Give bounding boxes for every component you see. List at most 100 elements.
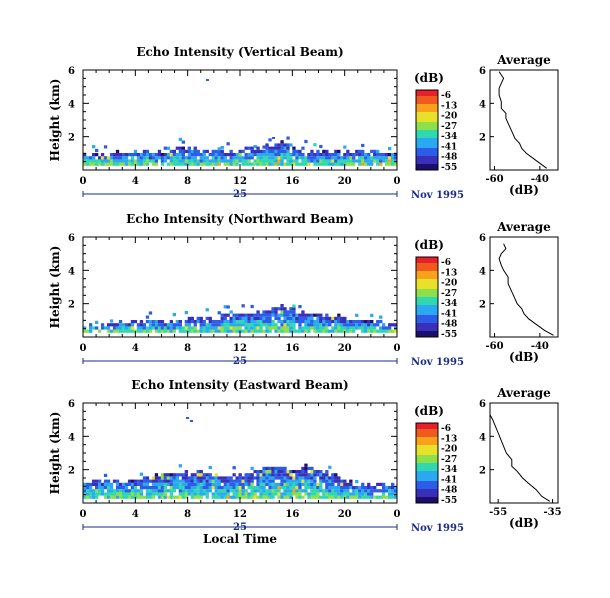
echo-cell	[184, 476, 188, 480]
echo-cell	[262, 162, 266, 166]
echo-cell	[331, 492, 335, 496]
echo-cell	[274, 162, 278, 166]
echo-cell	[214, 492, 218, 496]
echo-cell	[172, 479, 176, 483]
colorbar-band	[416, 120, 438, 123]
echo-cell	[229, 329, 233, 333]
echo-cell	[163, 489, 167, 493]
y-axis-label: Height (km)	[48, 79, 62, 162]
echo-cell	[343, 159, 347, 163]
echo-cell	[265, 476, 269, 480]
echo-cell	[340, 486, 344, 490]
echo-cell	[325, 159, 329, 163]
echo-cell	[367, 326, 371, 330]
x-tick-label: 16	[285, 343, 299, 354]
echo-cell	[358, 489, 362, 493]
echo-cell	[229, 326, 233, 330]
echo-cell	[382, 323, 386, 327]
echo-cell	[292, 146, 296, 150]
echo-cell	[106, 486, 111, 490]
echo-cell	[334, 153, 338, 157]
echo-cell	[283, 489, 287, 493]
echo-cell	[196, 482, 200, 486]
colorbar-band	[416, 126, 438, 129]
echo-cell	[151, 482, 156, 486]
y-tick-label: 6	[68, 399, 75, 410]
echo-cell	[376, 489, 380, 493]
colorbar-band	[416, 128, 438, 131]
echo-cell	[202, 489, 206, 493]
echo-cell	[238, 473, 242, 477]
echo-cell	[223, 479, 227, 483]
echo-cell	[316, 320, 320, 324]
echo-cell	[163, 476, 167, 480]
echo-cell	[226, 326, 230, 330]
echo-cell	[328, 489, 332, 493]
echo-cell	[220, 159, 224, 163]
colorbar-band	[416, 273, 438, 276]
echo-cell	[178, 492, 182, 496]
echo-cell	[109, 162, 114, 166]
echo-cell	[310, 473, 314, 477]
echo-cell	[373, 323, 377, 327]
echo-cell	[298, 326, 302, 330]
echo-cell	[151, 326, 156, 330]
echo-cell	[133, 482, 138, 486]
echo-cell	[277, 473, 281, 477]
echo-cell	[268, 146, 272, 150]
echo-cell	[253, 313, 257, 317]
echo-cell	[160, 476, 165, 480]
echo-cell	[100, 482, 105, 486]
echo-cell	[133, 149, 138, 153]
echo-cell	[92, 159, 96, 163]
echo-cell	[301, 489, 305, 493]
echo-cell	[193, 153, 197, 157]
echo-cell	[265, 326, 269, 330]
echo-cell	[172, 159, 176, 163]
echo-cell	[280, 146, 284, 150]
echo-cell	[256, 310, 260, 314]
echo-cell	[238, 323, 242, 327]
echo-cell	[112, 326, 117, 330]
echo-cell	[190, 489, 194, 493]
echo-cell	[313, 470, 317, 474]
echo-cells	[83, 136, 398, 166]
echo-cell	[139, 489, 144, 493]
echo-cell	[193, 326, 197, 330]
echo-cell	[235, 320, 239, 324]
echo-cell	[95, 486, 99, 490]
echo-cell	[292, 489, 296, 493]
echo-cell	[310, 149, 314, 153]
colorbar-tick-label: -48	[441, 320, 457, 330]
echo-cell	[232, 320, 236, 324]
echo-cell	[229, 320, 233, 324]
echo-cell	[394, 153, 398, 157]
echo-cell	[229, 310, 233, 314]
echo-cell	[100, 492, 105, 496]
echo-cell	[379, 156, 383, 160]
echo-cell	[109, 319, 114, 323]
echo-cell	[223, 305, 227, 309]
echo-cell	[83, 153, 87, 157]
echo-cell	[115, 162, 120, 166]
echo-cell	[262, 313, 266, 317]
echo-cell	[214, 489, 218, 493]
echo-cell	[220, 492, 224, 496]
echo-cell	[172, 153, 176, 157]
echo-cell	[289, 313, 293, 317]
echo-cell	[208, 159, 212, 163]
echo-cell	[103, 492, 108, 496]
echo-cell	[166, 476, 170, 480]
echo-cell	[205, 162, 209, 166]
echo-cell	[328, 486, 332, 490]
echo-cell	[259, 486, 263, 490]
colorbar-band	[416, 319, 438, 322]
echo-cell	[157, 482, 162, 486]
echo-cell	[283, 320, 287, 324]
echo-cell	[262, 495, 266, 499]
echo-cell	[328, 156, 332, 160]
echo-cell	[352, 486, 356, 490]
echo-cell	[349, 153, 353, 157]
profile-frame	[489, 236, 559, 338]
echo-cell	[205, 308, 209, 312]
